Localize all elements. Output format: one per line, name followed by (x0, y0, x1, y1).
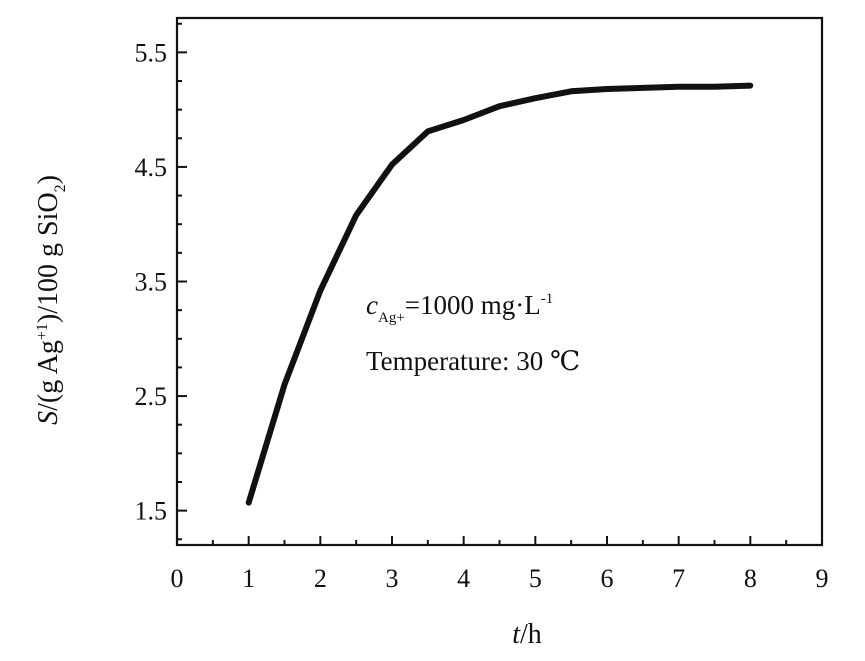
x-axis-label: t/h (512, 619, 542, 650)
x-axis-ticks: 0 1 2 3 4 5 6 7 8 9 (171, 536, 829, 593)
x-tick-label: 2 (314, 564, 327, 593)
annotation-concentration: cAg+=1000 mg·L-1 (366, 290, 553, 326)
y-axis-label: S/(g Ag+1)/100 g SiO2) (33, 175, 69, 425)
x-tick-label: 6 (601, 564, 614, 593)
plot-frame (175, 16, 824, 547)
y-tick-label: 4.5 (135, 153, 168, 182)
x-tick-label: 5 (529, 564, 542, 593)
x-tick-label: 0 (171, 564, 184, 593)
x-tick-label: 8 (744, 564, 757, 593)
plot-border (175, 16, 824, 547)
x-tick-label: 4 (457, 564, 470, 593)
y-tick-label: 5.5 (135, 38, 168, 67)
x-tick-label: 9 (816, 564, 829, 593)
y-tick-label: 3.5 (135, 268, 168, 297)
x-tick-label: 3 (386, 564, 399, 593)
annotation-temperature: Temperature: 30 ℃ (366, 346, 580, 376)
series-line (245, 82, 754, 506)
x-tick-label: 1 (242, 564, 255, 593)
x-tick-label: 7 (672, 564, 685, 593)
y-tick-label: 1.5 (135, 497, 168, 526)
y-tick-label: 2.5 (135, 382, 168, 411)
y-axis-ticks: 1.5 2.5 3.5 4.5 5.5 (135, 22, 187, 541)
